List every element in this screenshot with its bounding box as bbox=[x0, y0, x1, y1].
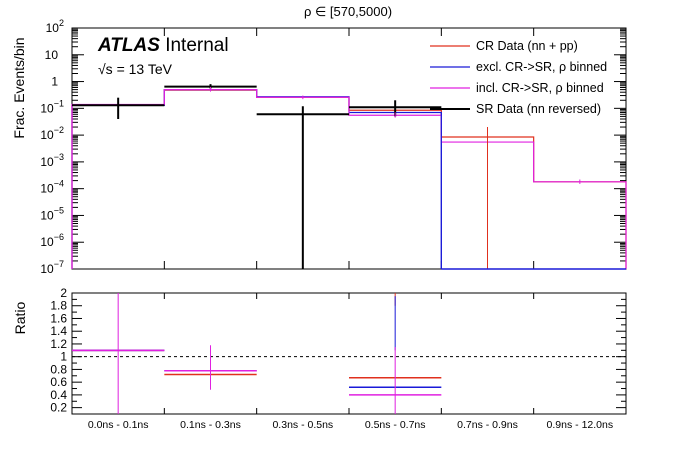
lower-y-tick-label: 0.8 bbox=[50, 362, 67, 376]
x-category-label: 0.5ns - 0.7ns bbox=[365, 419, 426, 431]
lower-y-tick-label: 1.8 bbox=[50, 299, 67, 313]
upper-series bbox=[71, 84, 627, 270]
upper-y-tick-label: 10−2 bbox=[40, 125, 64, 142]
atlas-status: Internal bbox=[165, 35, 228, 56]
lower-y-tick-label: 2 bbox=[60, 286, 67, 300]
lower-series bbox=[72, 293, 626, 414]
upper-y-tick-label: 10−4 bbox=[40, 179, 64, 196]
upper-y-tick-label: 10−1 bbox=[40, 98, 64, 115]
upper-y-tick-label: 10−3 bbox=[40, 152, 64, 169]
x-category-label: 0.7ns - 0.9ns bbox=[457, 419, 518, 431]
upper-y-tick-label: 102 bbox=[46, 18, 64, 35]
upper-panel: 102 10 1 10−1 10−2 10−3 10−4 10−5 10−6 10−7 Frac.… bbox=[11, 18, 627, 276]
x-category-label: 0.3ns - 0.5ns bbox=[272, 419, 333, 431]
lower-y-tick-label: 1.6 bbox=[50, 311, 67, 325]
legend-label-excl: excl. CR->SR, ρ binned bbox=[476, 60, 607, 74]
lower-y-ticks: 0.20.40.60.811.21.41.61.82 bbox=[50, 286, 627, 415]
plot-title: ρ ∈ [570,5000) bbox=[304, 4, 392, 19]
legend-label-cr: CR Data (nn + pp) bbox=[476, 39, 578, 53]
upper-y-tick-label: 10−7 bbox=[40, 259, 64, 276]
x-category-label: 0.1ns - 0.3ns bbox=[180, 419, 241, 431]
x-category-label: 0.9ns - 12.0ns bbox=[547, 419, 614, 431]
lower-panel: 0.20.40.60.811.21.41.61.82 Ratio 0.0ns -… bbox=[12, 286, 627, 431]
legend-label-incl: incl. CR->SR, ρ binned bbox=[476, 81, 604, 95]
lower-y-tick-label: 0.4 bbox=[50, 388, 67, 402]
lower-y-tick-label: 1.4 bbox=[50, 324, 67, 338]
lower-y-tick-label: 1 bbox=[60, 350, 67, 364]
atlas-brand: ATLAS bbox=[97, 35, 160, 56]
legend-label-sr: SR Data (nn reversed) bbox=[476, 102, 601, 116]
energy-label: √s = 13 TeV bbox=[98, 61, 173, 77]
upper-y-ticks: 102 10 1 10−1 10−2 10−3 10−4 10−5 10−6 10−7 bbox=[40, 18, 627, 276]
upper-y-axis-label: Frac. Events/bin bbox=[11, 37, 27, 138]
lower-y-axis-label: Ratio bbox=[12, 301, 28, 334]
lower-y-tick-label: 1.2 bbox=[50, 337, 67, 351]
upper-y-tick-label: 10−6 bbox=[40, 232, 64, 249]
x-category-label: 0.0ns - 0.1ns bbox=[88, 419, 149, 431]
atlas-label: ATLAS Internal bbox=[97, 35, 229, 56]
upper-y-tick-label: 10−5 bbox=[40, 205, 64, 222]
legend: CR Data (nn + pp) excl. CR->SR, ρ binned i… bbox=[430, 39, 607, 116]
upper-y-tick-label: 1 bbox=[51, 75, 58, 89]
lower-y-tick-label: 0.2 bbox=[50, 401, 67, 415]
lower-y-tick-label: 0.6 bbox=[50, 375, 67, 389]
upper-y-tick-label: 10 bbox=[45, 48, 59, 62]
x-category-labels: 0.0ns - 0.1ns 0.1ns - 0.3ns 0.3ns - 0.5ns 0… bbox=[88, 419, 613, 431]
